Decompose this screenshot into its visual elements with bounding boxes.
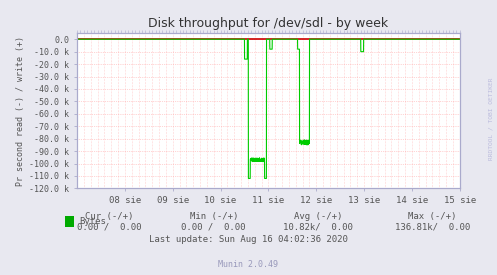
Text: 0.00 /  0.00: 0.00 / 0.00 xyxy=(181,223,246,232)
Title: Disk throughput for /dev/sdl - by week: Disk throughput for /dev/sdl - by week xyxy=(148,17,389,31)
Text: Max (-/+): Max (-/+) xyxy=(408,212,457,221)
Text: Munin 2.0.49: Munin 2.0.49 xyxy=(219,260,278,269)
Text: 136.81k/  0.00: 136.81k/ 0.00 xyxy=(395,223,470,232)
Text: Min (-/+): Min (-/+) xyxy=(189,212,238,221)
Text: Avg (-/+): Avg (-/+) xyxy=(294,212,342,221)
Text: Bytes: Bytes xyxy=(80,217,106,226)
Text: Cur (-/+): Cur (-/+) xyxy=(85,212,134,221)
Text: 0.00 /  0.00: 0.00 / 0.00 xyxy=(77,223,142,232)
Text: 10.82k/  0.00: 10.82k/ 0.00 xyxy=(283,223,353,232)
Text: Last update: Sun Aug 16 04:02:36 2020: Last update: Sun Aug 16 04:02:36 2020 xyxy=(149,235,348,244)
Text: RRDTOOL / TOBI OETIKER: RRDTOOL / TOBI OETIKER xyxy=(488,77,493,160)
Y-axis label: Pr second read (-) / write (+): Pr second read (-) / write (+) xyxy=(16,36,25,186)
